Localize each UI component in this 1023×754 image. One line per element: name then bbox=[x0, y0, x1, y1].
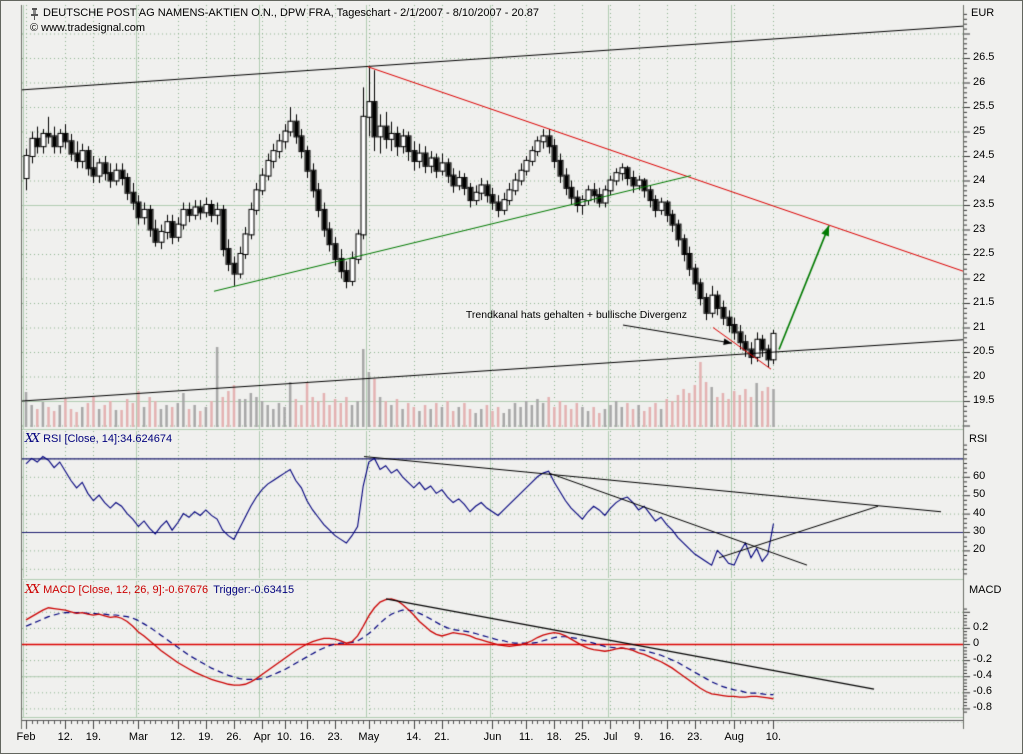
x-axis-label: 14. bbox=[406, 731, 422, 743]
x-axis-label: 19. bbox=[85, 731, 102, 743]
x-axis-label: Jun bbox=[483, 731, 502, 743]
price-tick-label: 25 bbox=[973, 124, 986, 137]
x-axis-label: 11. bbox=[518, 731, 534, 743]
price-tick-label: 26.5 bbox=[973, 51, 995, 63]
x-axis-label: 18. bbox=[546, 731, 562, 743]
x-axis-label: 16. bbox=[299, 731, 315, 743]
x-axis-label: 12. bbox=[170, 731, 186, 743]
rsi-tick-label: 60 bbox=[973, 469, 986, 482]
macd-tick-label: -0.2 bbox=[973, 653, 992, 666]
rsi-tick-label: 50 bbox=[973, 488, 986, 501]
x-axis-label: 23. bbox=[327, 731, 343, 743]
x-axis-label: 12. bbox=[57, 731, 73, 743]
price-tick-label: 20 bbox=[973, 369, 986, 382]
macd-tick-label: -0.4 bbox=[973, 669, 992, 682]
price-tick-label: 21 bbox=[973, 320, 986, 333]
copyright: © www.tradesignal.com bbox=[30, 22, 146, 34]
x-axis-label: 16. bbox=[659, 731, 675, 743]
x-axis-label: 10. bbox=[765, 731, 782, 743]
macd-tick-label: -0.6 bbox=[973, 685, 992, 698]
x-axis-label: 19. bbox=[198, 731, 214, 743]
price-tick-label: 23.5 bbox=[973, 198, 995, 210]
price-tick-label: 19.5 bbox=[973, 394, 995, 406]
price-tick-label: 21.5 bbox=[973, 296, 995, 308]
x-axis-label: Feb bbox=[16, 731, 36, 743]
x-axis-label: 23. bbox=[687, 731, 703, 743]
rsi-axis-title: RSI bbox=[969, 433, 988, 445]
x-axis-label: Aug bbox=[724, 731, 744, 743]
price-tick-label: 25.5 bbox=[973, 100, 995, 112]
rsi-tick-label: 40 bbox=[973, 506, 986, 519]
title-bar: DEUTSCHE POST AG NAMENS-AKTIEN O.N., DPW… bbox=[30, 7, 539, 21]
chart-title: DEUTSCHE POST AG NAMENS-AKTIEN O.N., DPW… bbox=[43, 7, 539, 19]
macd-trigger-label: Trigger:-0.63415 bbox=[213, 584, 295, 596]
macd-tick-label: 0 bbox=[973, 637, 980, 649]
x-axis-label: Jul bbox=[603, 731, 618, 743]
price-tick-label: 24 bbox=[973, 173, 986, 186]
macd-tick-label: 0.2 bbox=[973, 620, 989, 633]
indicator-handle-icon: XX bbox=[25, 431, 40, 445]
macd-axis-title: MACD bbox=[969, 584, 1002, 596]
rsi-label-text: RSI [Close, 14]:34.624674 bbox=[43, 433, 173, 445]
x-axis-label: 10. bbox=[276, 731, 293, 743]
indicator-handle-icon: XX bbox=[25, 582, 40, 596]
price-tick-label: 22.5 bbox=[973, 247, 995, 259]
macd-tick-label: -0.8 bbox=[973, 701, 992, 714]
price-tick-label: 26 bbox=[973, 75, 986, 88]
x-axis-label: Mar bbox=[128, 731, 148, 743]
price-tick-label: 20.5 bbox=[973, 345, 995, 357]
price-tick-label: 24.5 bbox=[973, 149, 995, 161]
x-axis-label: 25. bbox=[574, 731, 591, 743]
x-axis-label: 9. bbox=[633, 731, 644, 743]
pin-icon bbox=[30, 7, 39, 20]
x-axis-label: 26. bbox=[226, 731, 242, 743]
x-axis-label: May bbox=[358, 731, 380, 743]
annotation-text: Trendkanal hats gehalten + bullische Div… bbox=[465, 309, 687, 321]
macd-indicator-label[interactable]: XX MACD [Close, 12, 26, 9]:-0.67676 Trigge… bbox=[25, 582, 294, 596]
x-axis-label: 21. bbox=[434, 731, 450, 743]
rsi-indicator-label[interactable]: XX RSI [Close, 14]:34.624674 bbox=[25, 431, 172, 445]
price-tick-label: 22 bbox=[973, 271, 986, 284]
x-axis-label: Apr bbox=[253, 731, 271, 743]
rsi-tick-label: 30 bbox=[973, 525, 986, 537]
rsi-tick-label: 20 bbox=[973, 543, 986, 556]
price-tick-label: 23 bbox=[973, 222, 986, 235]
macd-label-text: MACD [Close, 12, 26, 9]:-0.67676 bbox=[43, 584, 209, 596]
price-axis-unit: EUR bbox=[971, 7, 995, 19]
